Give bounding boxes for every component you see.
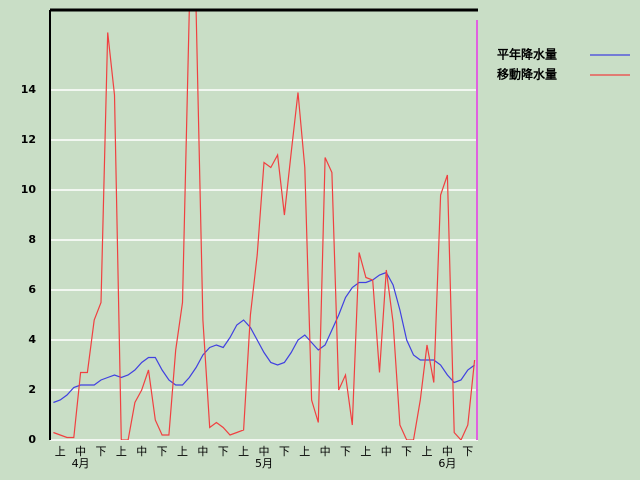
x-tick-label: 中 bbox=[259, 445, 270, 458]
y-tick-label: 0 bbox=[28, 433, 36, 446]
y-tick-label: 10 bbox=[21, 183, 37, 196]
x-tick-label: 上 bbox=[299, 445, 310, 458]
y-tick-label: 2 bbox=[28, 383, 36, 396]
x-tick-label: 上 bbox=[55, 445, 66, 458]
x-tick-label: 中 bbox=[75, 445, 86, 458]
y-tick-label: 4 bbox=[28, 333, 36, 346]
series-line bbox=[53, 271, 475, 404]
x-tick-label: 上 bbox=[238, 445, 249, 458]
x-tick-label: 下 bbox=[462, 445, 473, 458]
grid: 02468101214上中下上中下上中下上中下上中下上中下上中下4月 5月 6月 bbox=[21, 83, 478, 470]
month-label: 5月 bbox=[255, 457, 273, 470]
x-tick-label: 下 bbox=[95, 445, 106, 458]
x-tick-label: 中 bbox=[197, 445, 208, 458]
y-tick-label: 6 bbox=[28, 283, 36, 296]
x-tick-label: 中 bbox=[442, 445, 453, 458]
x-tick-label: 上 bbox=[360, 445, 371, 458]
x-tick-label: 中 bbox=[136, 445, 147, 458]
y-tick-label: 8 bbox=[28, 233, 36, 246]
x-tick-label: 中 bbox=[381, 445, 392, 458]
y-tick-label: 12 bbox=[21, 133, 36, 146]
x-tick-label: 下 bbox=[157, 445, 168, 458]
x-tick-label: 下 bbox=[340, 445, 351, 458]
x-tick-label: 上 bbox=[116, 445, 127, 458]
x-tick-label: 上 bbox=[177, 445, 188, 458]
series-line bbox=[53, 10, 476, 440]
y-tick-label: 14 bbox=[21, 83, 37, 96]
legend-label: 移動降水量 bbox=[497, 67, 557, 82]
month-label: 4月 bbox=[72, 457, 90, 470]
plot bbox=[53, 10, 476, 440]
x-tick-label: 下 bbox=[401, 445, 412, 458]
month-label: 6月 bbox=[438, 457, 456, 470]
x-tick-label: 下 bbox=[279, 445, 290, 458]
x-tick-label: 上 bbox=[422, 445, 433, 458]
legend-label: 平年降水量 bbox=[497, 47, 557, 62]
x-tick-label: 中 bbox=[320, 445, 331, 458]
x-tick-label: 下 bbox=[218, 445, 229, 458]
